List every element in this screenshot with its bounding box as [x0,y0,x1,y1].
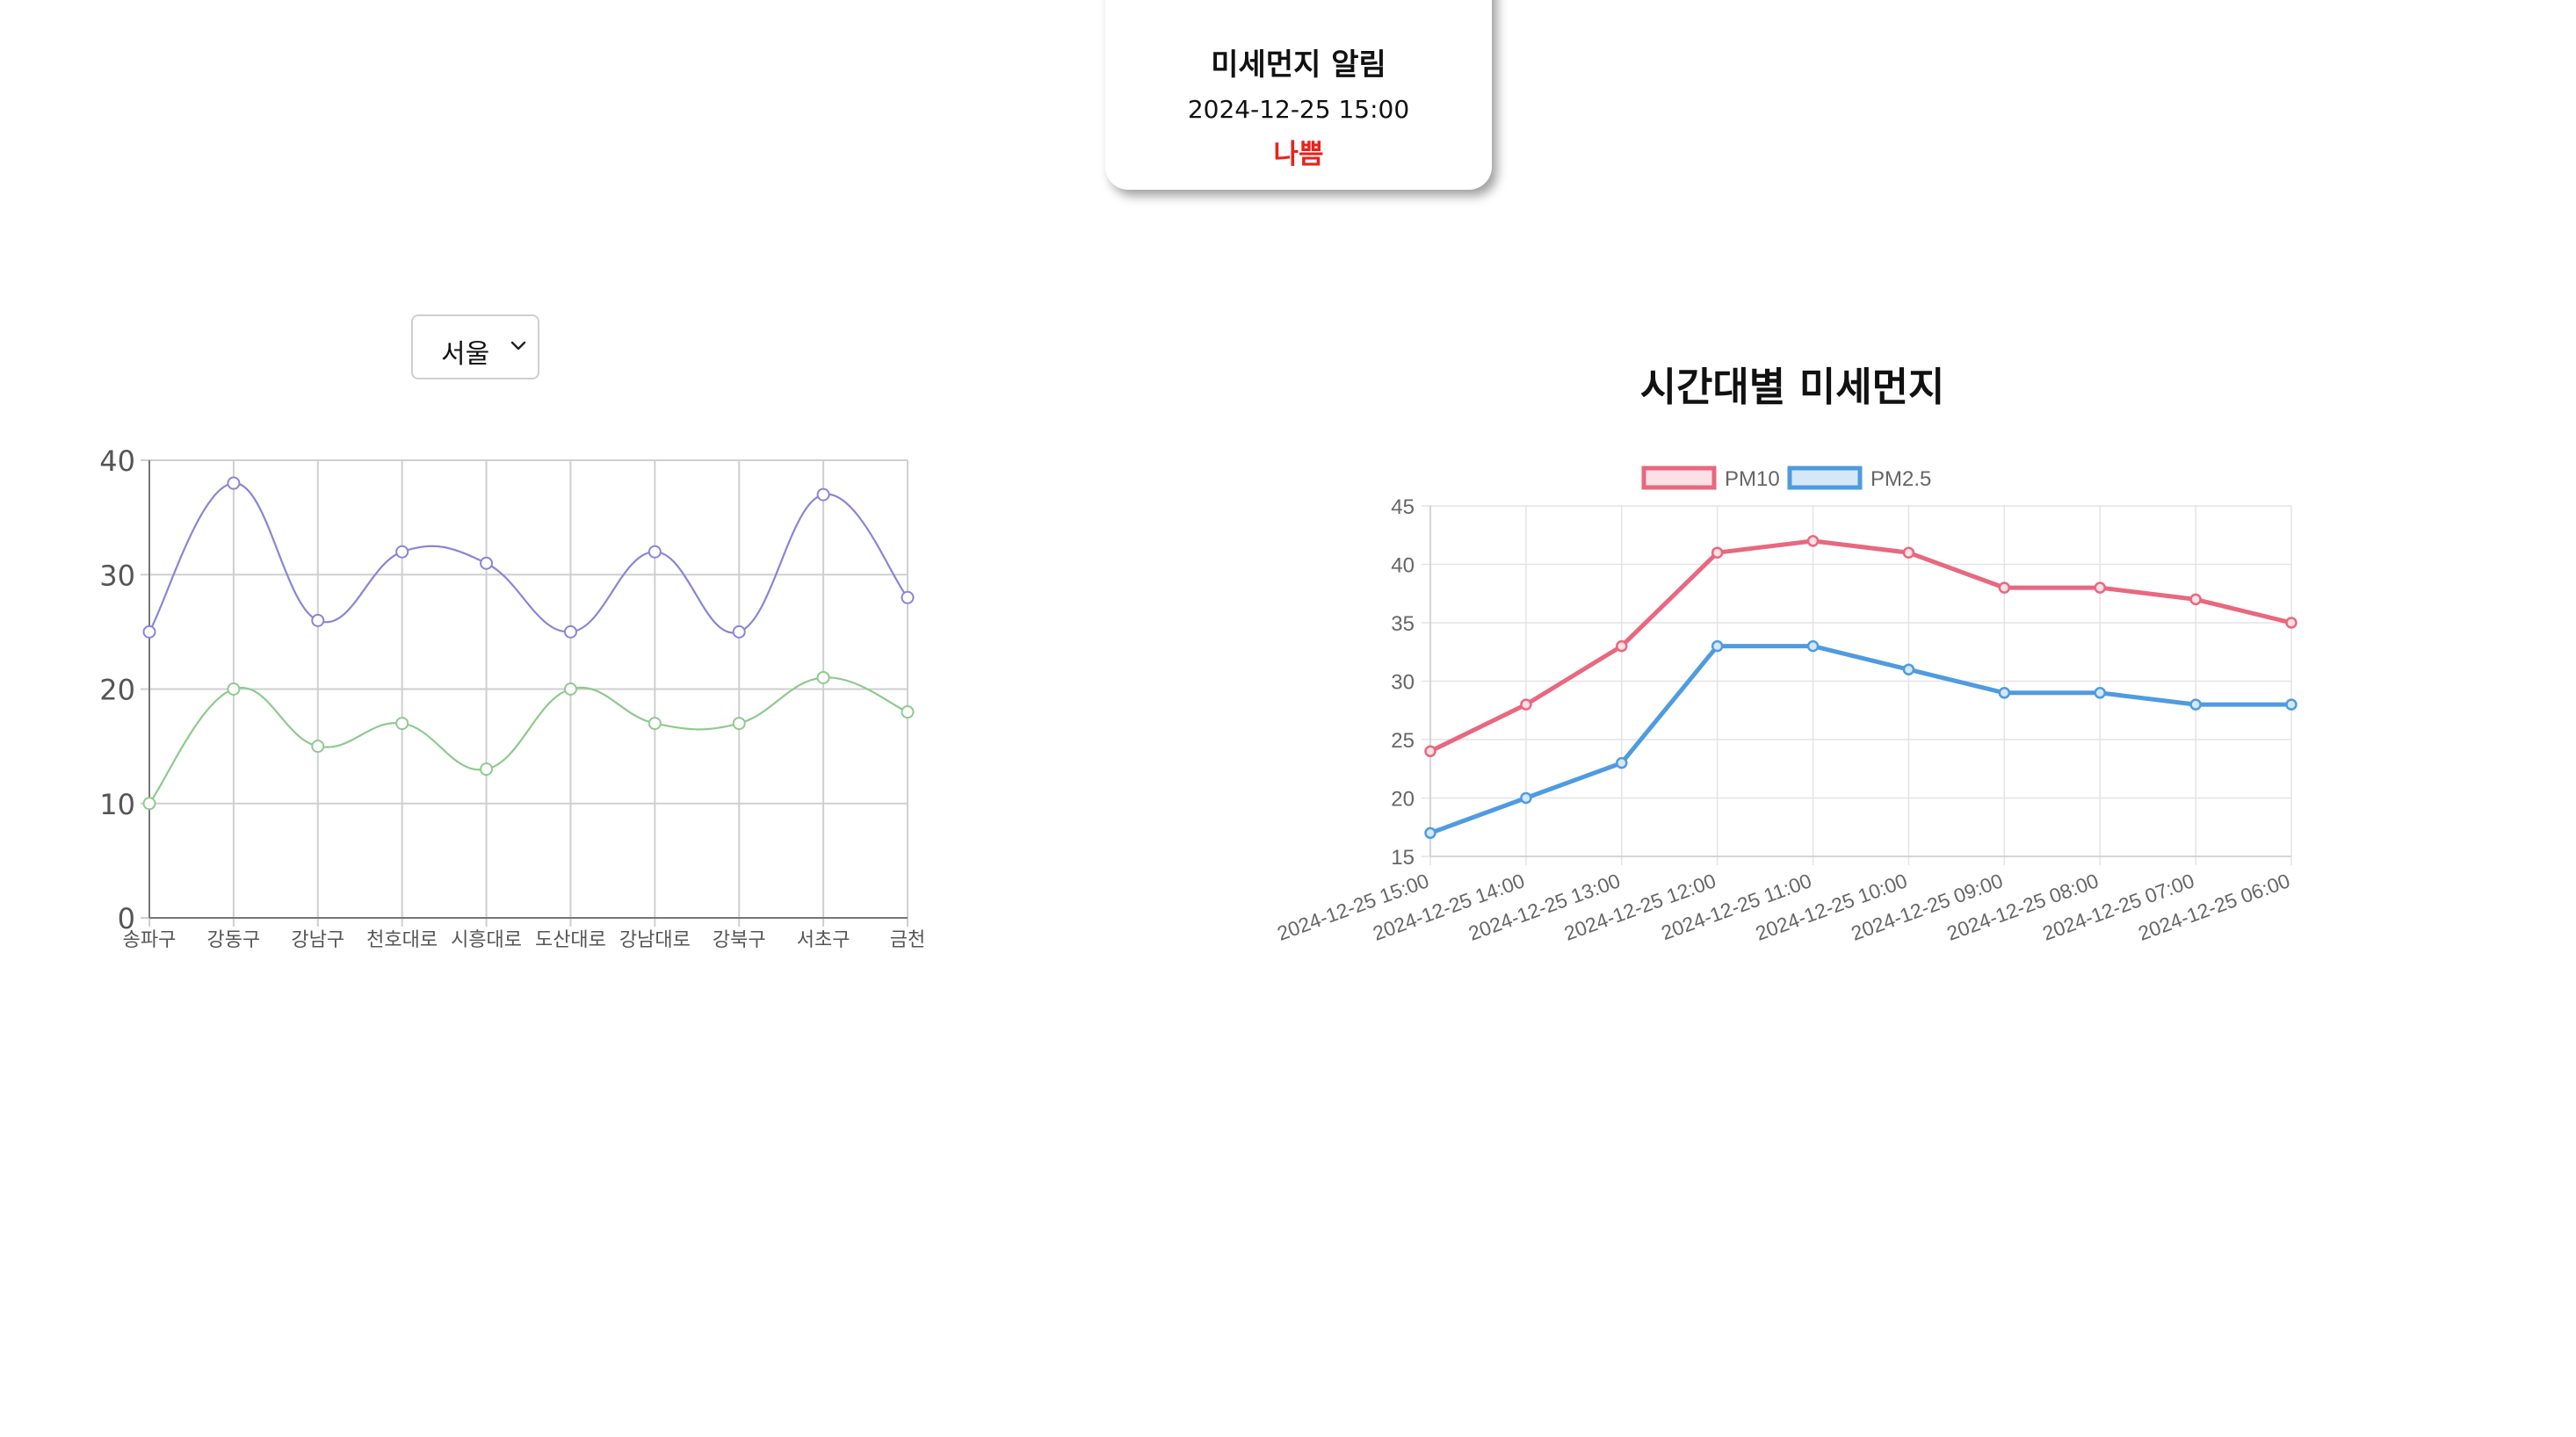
data-point [311,613,325,627]
data-point [901,705,915,719]
data-point [1998,687,2011,699]
data-point [816,487,830,502]
data-point [732,717,746,731]
data-point [648,717,662,731]
x-tick-label: 도산대로 [535,929,606,951]
data-point [2285,698,2297,711]
data-point [2189,593,2202,606]
y-tick-label: 15 [1391,846,1415,870]
data-point [1616,639,1628,653]
data-point [1902,663,1915,675]
series-line-1 [148,676,908,805]
y-tick-label: 45 [1391,495,1415,519]
data-point [563,625,577,639]
alert-title: 미세먼지 알림 [1211,47,1386,83]
data-point [227,682,241,696]
data-point [1616,756,1628,769]
y-tick-label: 30 [1391,671,1415,695]
x-tick-label: 서초구 [797,929,850,951]
data-point [480,762,494,776]
y-tick-label: 10 [99,788,135,821]
y-tick-label: 20 [1391,788,1415,812]
data-point [648,545,662,559]
alert-card: 미세먼지 알림 2024-12-25 15:00 나쁨 [1105,0,1492,190]
region-select[interactable]: 서울 [411,314,539,379]
data-point [2189,698,2202,711]
data-point [732,625,746,639]
data-point [480,556,494,570]
data-point [2094,687,2106,699]
chevron-down-icon [510,341,526,350]
data-point [563,682,577,696]
series-line-0 [148,481,908,634]
data-point [901,590,915,604]
data-point [816,670,830,684]
data-point [1424,745,1436,758]
district-chart: 0 10 20 30 40 송파구 강동구 강남구 천호대로 시흥대로 도산대로 강남대로 강북구 서초구… [99,444,925,951]
y-tick-label: 35 [1391,612,1415,636]
data-point [1806,639,1820,653]
alert-status: 나쁨 [1273,139,1324,170]
data-point [1424,827,1436,840]
series-line-PM10 [1429,538,2292,754]
data-point [142,797,156,811]
data-point [1998,581,2011,594]
hourly-chart-title: 시간대별 미세먼지 [1639,364,1945,410]
data-point [395,717,409,731]
x-tick-label: 금천 [890,929,925,951]
legend-swatch [1641,466,1717,490]
data-point [142,625,156,639]
x-tick-label: 천호대로 [366,929,438,951]
data-point [1520,791,1532,805]
x-tick-label: 강남대로 [619,929,691,951]
data-point [2094,581,2106,594]
data-point [1520,698,1532,711]
x-tick-label: 강남구 [291,929,344,951]
x-tick-label: 시흥대로 [451,929,522,951]
x-tick-label: 송파구 [123,929,177,951]
y-tick-label: 0 [118,902,135,935]
legend: PM10 PM2.5 [1641,466,1931,491]
y-tick-label: 30 [99,559,135,592]
x-tick-label: 강동구 [207,929,261,951]
legend-swatch [1787,466,1863,490]
alert-time: 2024-12-25 15:00 [1187,95,1410,124]
y-tick-label: 25 [1391,729,1415,753]
data-point [1902,546,1915,559]
x-tick-label: 강북구 [713,929,766,951]
data-point [2285,617,2297,629]
y-tick-label: 40 [99,444,135,478]
data-point [227,476,241,490]
data-point [395,545,409,559]
series-line-PM2.5 [1429,644,2291,835]
legend-label: PM2.5 [1870,467,1931,491]
y-tick-label: 40 [1391,554,1415,578]
y-tick-label: 20 [99,674,135,707]
data-point [1806,535,1820,547]
data-point [1711,639,1724,653]
legend-label: PM10 [1725,467,1780,491]
region-select-value: 서울 [441,339,490,370]
data-point [1711,546,1724,559]
data-point [311,740,325,754]
